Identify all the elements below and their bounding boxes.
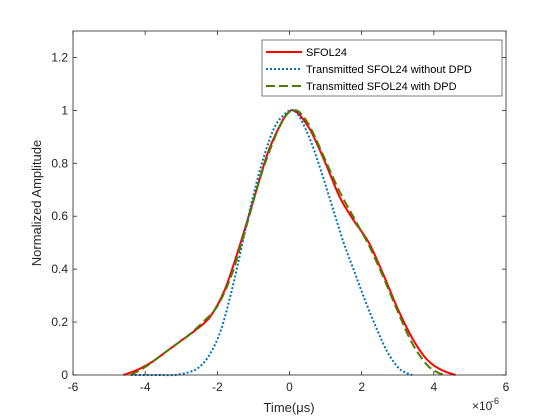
legend-label-0: SFOL24 <box>306 47 347 59</box>
y-tick-label: 0 <box>61 368 68 382</box>
legend: SFOL24 Transmitted SFOL24 without DPD Tran… <box>261 39 503 97</box>
x-tick-label: 0 <box>286 380 293 394</box>
legend-box <box>261 39 503 97</box>
x-axis-label: Time(μs) <box>263 400 314 415</box>
x-axis-exponent-base: ×10 <box>472 399 493 413</box>
series-group <box>123 109 456 377</box>
x-tick-label: 4 <box>430 380 437 394</box>
series-line-1 <box>130 109 413 377</box>
x-tick-label: -6 <box>68 380 79 394</box>
y-tick-label: 0.4 <box>51 262 68 276</box>
y-tick-label: 0.8 <box>51 156 68 170</box>
x-axis-exponent: ×10 -6 <box>472 396 499 413</box>
y-tick-label: 0.2 <box>51 315 68 329</box>
y-tick-label: 1 <box>61 103 68 117</box>
y-axis-ticks: 0 0.2 0.4 0.6 0.8 1 1.2 <box>51 50 506 382</box>
x-tick-label: 6 <box>503 380 510 394</box>
x-axis-ticks: -6 -4 -2 0 2 4 6 <box>68 31 510 394</box>
x-axis-exponent-power: -6 <box>491 396 499 406</box>
y-tick-label: 1.2 <box>51 50 68 64</box>
y-axis-label: Normalized Amplitude <box>29 140 44 266</box>
series-line-2 <box>130 109 446 376</box>
y-tick-label: 0.6 <box>51 209 68 223</box>
legend-label-2: Transmitted SFOL24 with DPD <box>306 81 457 93</box>
x-tick-label: 2 <box>358 380 365 394</box>
x-tick-label: -2 <box>212 380 223 394</box>
x-tick-label: -4 <box>140 380 151 394</box>
legend-label-1: Transmitted SFOL24 without DPD <box>306 64 472 76</box>
